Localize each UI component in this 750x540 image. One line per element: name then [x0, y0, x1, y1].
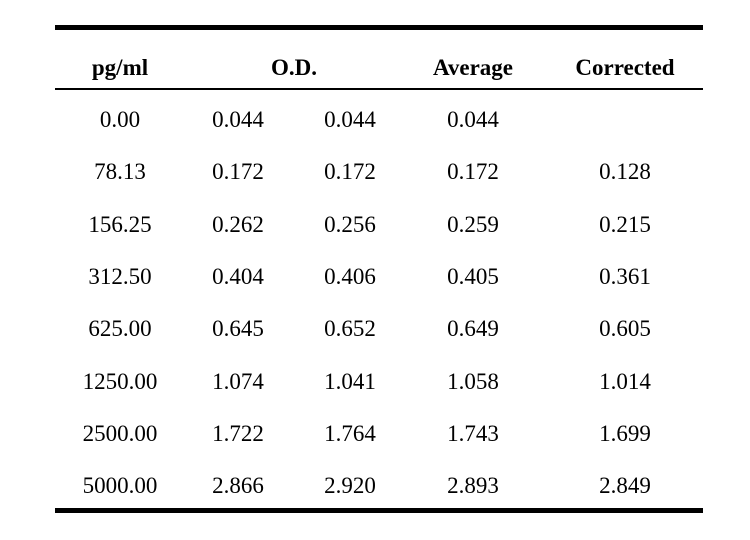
- cell-corr: 2.849: [599, 473, 651, 499]
- cell-corr: 0.215: [599, 211, 651, 237]
- cell-od1: 0.645: [212, 316, 264, 342]
- cell-avg: 1.743: [447, 420, 499, 446]
- cell-avg: 0.649: [447, 316, 499, 342]
- cell-conc: 0.00: [99, 107, 141, 132]
- cell-avg: 1.058: [447, 368, 499, 394]
- header-average: Average: [432, 55, 514, 80]
- cell-avg: 0.405: [447, 263, 499, 289]
- table-top-rule: [55, 25, 703, 30]
- cell-od2: 0.172: [324, 159, 376, 185]
- cell-od2: 0.256: [324, 211, 376, 237]
- cell-od2: 0.406: [324, 263, 376, 289]
- data-table: pg/ml O.D. Average Corrected 0.00 0.044 0.…: [55, 25, 703, 513]
- header-od: O.D.: [271, 55, 317, 80]
- table-header-rule: [55, 88, 703, 90]
- cell-od2: 0.044: [324, 107, 376, 132]
- table-row: 1250.00 1.074 1.041 1.058 1.014: [55, 368, 703, 420]
- cell-corr: 0.605: [599, 316, 651, 342]
- table-header-row: pg/ml O.D. Average Corrected: [55, 30, 703, 88]
- cell-od1: 0.262: [212, 211, 264, 237]
- cell-od1: 0.044: [212, 107, 264, 132]
- table-row: 0.00 0.044 0.044 0.044: [55, 106, 703, 158]
- header-concentration: pg/ml: [91, 55, 149, 80]
- table-bottom-rule: [55, 508, 703, 513]
- table-row: 312.50 0.404 0.406 0.405 0.361: [55, 263, 703, 315]
- cell-conc: 625.00: [88, 316, 152, 342]
- cell-od2: 1.764: [324, 420, 376, 446]
- table-body: 0.00 0.044 0.044 0.044 78.13 0.172 0.172 0.172 0…: [55, 90, 703, 508]
- cell-avg: 0.259: [447, 211, 499, 237]
- cell-conc: 1250.00: [82, 368, 158, 394]
- cell-corr: 0.361: [599, 263, 651, 289]
- cell-od1: 1.074: [212, 368, 264, 394]
- table-row: 78.13 0.172 0.172 0.172 0.128: [55, 158, 703, 210]
- cell-corr: 0.128: [599, 159, 651, 185]
- cell-od2: 2.920: [324, 473, 376, 499]
- cell-avg: 2.893: [447, 473, 499, 499]
- cell-od1: 1.722: [212, 420, 264, 446]
- cell-conc: 2500.00: [82, 420, 158, 446]
- cell-avg: 0.172: [447, 159, 499, 185]
- table-row: 5000.00 2.866 2.920 2.893 2.849: [55, 472, 703, 524]
- cell-conc: 78.13: [94, 159, 146, 185]
- cell-od2: 1.041: [324, 368, 376, 394]
- cell-od1: 2.866: [212, 473, 264, 499]
- cell-od1: 0.404: [212, 263, 264, 289]
- header-corrected: Corrected: [575, 55, 675, 80]
- table-row: 625.00 0.645 0.652 0.649 0.605: [55, 315, 703, 367]
- cell-od1: 0.172: [212, 159, 264, 185]
- cell-conc: 312.50: [88, 263, 152, 289]
- table-row: 156.25 0.262 0.256 0.259 0.215: [55, 211, 703, 263]
- cell-avg: 0.044: [447, 107, 499, 132]
- cell-od2: 0.652: [324, 316, 376, 342]
- cell-conc: 5000.00: [82, 473, 158, 499]
- cell-corr: 1.014: [599, 368, 651, 394]
- cell-conc: 156.25: [88, 211, 152, 237]
- cell-corr: 1.699: [599, 420, 651, 446]
- table-row: 2500.00 1.722 1.764 1.743 1.699: [55, 420, 703, 472]
